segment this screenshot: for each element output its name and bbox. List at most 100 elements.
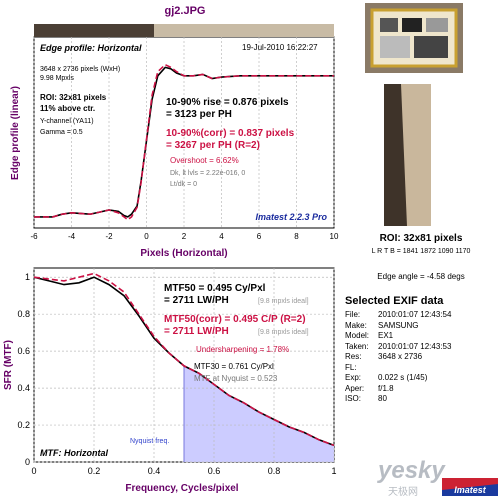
exif-key: Model:	[345, 331, 370, 340]
edge-plot-frame	[33, 36, 335, 229]
edge-xtick-label: 4	[219, 232, 224, 241]
edge-xtick-label: 2	[182, 232, 187, 241]
mtf-ytick-label: 0.4	[17, 383, 30, 393]
mtf30-text: MTF30 = 0.761 Cy/Pxl	[194, 362, 274, 371]
corr-text-1: 10-90%(corr) = 0.837 pixels	[166, 128, 295, 139]
imatest-brand: Imatest 2.2.3 Pro	[255, 212, 327, 222]
exif-row: File: 2010:01:07 12:43:54	[345, 310, 451, 319]
exif-key: Make:	[345, 320, 367, 330]
mtf50-text-2: = 2711 LW/PH	[164, 295, 229, 306]
roi-crop-image	[384, 84, 431, 226]
exif-value: 2010:01:07 12:43:53	[378, 341, 452, 351]
mtf50-text-1: MTF50 = 0.495 Cy/Pxl	[164, 283, 266, 294]
exif-key: FL:	[345, 362, 357, 372]
exif-value: f/1.8	[378, 383, 394, 393]
exif-key: Aper:	[345, 383, 365, 393]
exif-row: Exp: 0.022 s (1/45)	[345, 373, 427, 382]
rise-text-1: 10-90% rise = 0.876 pixels	[166, 97, 289, 108]
thumbnail-test-chart	[365, 3, 463, 73]
thumbnail-patch-5	[414, 36, 448, 58]
edge-roi-strip-light	[154, 24, 334, 37]
imatest-logo-stripe	[442, 478, 498, 490]
rise-text-2: = 3123 per PH	[166, 109, 232, 120]
mtf-xtick-label: 0.6	[208, 466, 221, 476]
lt-dk: Lt/dk = 0	[170, 181, 197, 188]
watermark-cn: 天极网	[388, 485, 418, 498]
mtf-xtick-label: 0.8	[268, 466, 281, 476]
edge-xtick-label: 6	[257, 232, 262, 241]
undersharpening: Undersharpening = 1.78%	[196, 345, 289, 354]
thumbnail-patch-4	[380, 36, 410, 58]
exif-key: Res:	[345, 352, 362, 361]
exif-value: 2010:01:07 12:43:54	[378, 310, 452, 319]
mtf-xtick-label: 0.2	[88, 466, 101, 476]
exif-value: EX1	[378, 331, 394, 340]
exif-title: Selected EXIF data	[345, 295, 444, 307]
exif-row: Res: 3648 x 2736	[345, 352, 422, 361]
mtf-series-corrected	[33, 272, 335, 447]
exif-value: 3648 x 2736	[378, 352, 423, 361]
image-size: 3648 x 2736 pixels (WxH)	[40, 66, 120, 73]
dk-levels: Dk, lt lvls = 2.22e-016, 0	[170, 170, 245, 177]
mtf-ytick-label: 0.8	[17, 309, 30, 319]
mtf-xtick-label: 0	[31, 466, 36, 476]
exif-value: 0.022 s (1/45)	[378, 373, 428, 382]
exif-row: Aper: f/1.8	[345, 384, 394, 393]
edge-roi-strip-dark	[34, 24, 154, 37]
watermark-yesky: yesky	[377, 457, 446, 484]
lrtb: L R T B = 1841 1872 1090 1170	[372, 248, 471, 255]
ideal-note-1: [9.8 mpxls ideal]	[258, 298, 309, 305]
roi-caption: ROI: 32x81 pixels	[380, 233, 463, 244]
thumbnail-patch-3	[426, 18, 448, 32]
edge-xtick-label: 10	[330, 232, 339, 241]
edge-title: Edge profile: Horizontal	[40, 43, 142, 53]
ideal-note-2: [9.8 mpxls ideal]	[258, 329, 309, 336]
mtf-ytick-label: 0.2	[17, 420, 30, 430]
exif-row: Make: SAMSUNG	[345, 321, 418, 330]
mtf-ytick-label: 0.6	[17, 346, 30, 356]
mpxls: 9.98 Mpxls	[40, 75, 74, 82]
edge-xtick-label: -6	[30, 232, 38, 241]
mtf-beyond-nyquist-fill	[184, 365, 334, 462]
corr-text-2: = 3267 per PH (R=2)	[166, 140, 260, 151]
imatest-logo-text: Imatest	[454, 485, 487, 495]
exif-row: FL:	[345, 363, 378, 372]
edge-profile-chart: -6 -4 -2 0 2 4 6 8 10 Edge profile: Horizontal 1…	[10, 24, 339, 259]
exif-key: File:	[345, 310, 361, 319]
edge-angle: Edge angle = -4.58 degs	[377, 272, 464, 281]
edge-date: 19-Jul-2010 16:22:27	[242, 43, 318, 52]
exif-row: Model: EX1	[345, 331, 393, 340]
nyquist-label: Nyquist freq.	[130, 438, 169, 445]
edge-ylabel: Edge profile (linear)	[10, 86, 21, 180]
mtf-xlabel: Frequency, Cycles/pixel	[125, 483, 238, 494]
mtf-ytick-label: 1	[25, 272, 30, 282]
roi-line: ROI: 32x81 pixels	[40, 93, 107, 102]
channel: Y-channel (YA11)	[40, 118, 94, 125]
mtf-nyquist-text: MTF at Nyquist = 0.523	[194, 374, 278, 383]
edge-xtick-label: -2	[105, 232, 113, 241]
edge-xtick-label: -4	[68, 232, 76, 241]
mtf50-corr-1: MTF50(corr) = 0.495 C/P (R=2)	[164, 314, 306, 325]
overshoot: Overshoot = 6.62%	[170, 156, 239, 165]
mtf50-corr-2: = 2711 LW/PH	[164, 326, 229, 337]
mtf-xtick-label: 1	[331, 466, 336, 476]
exif-key: ISO:	[345, 394, 362, 403]
mtf-title: MTF: Horizontal	[40, 448, 108, 458]
exif-value: SAMSUNG	[378, 320, 419, 330]
mtf-ylabel: SFR (MTF)	[3, 340, 14, 390]
file-title: gj2.JPG	[165, 5, 206, 17]
edge-xtick-label: 0	[144, 232, 149, 241]
thumbnail-patch-1	[380, 18, 398, 32]
exif-key: Exp:	[345, 373, 362, 382]
edge-series-corrected	[34, 63, 334, 221]
mtf-chart: 0 0.2 0.4 0.6 0.8 1 0 0.2 0.4 0.6 0.8 1 MTF50 = 0.…	[3, 267, 337, 494]
edge-xtick-label: 8	[294, 232, 299, 241]
mtf-xtick-label: 0.4	[148, 466, 161, 476]
edge-xlabel: Pixels (Horizontal)	[140, 248, 227, 259]
exif-row: ISO: 80	[345, 394, 387, 403]
exif-row: Taken: 2010:01:07 12:43:53	[345, 342, 451, 351]
gamma: Gamma = 0.5	[40, 129, 83, 136]
mtf-ytick-label: 0	[25, 457, 30, 467]
exif-key: Taken:	[345, 341, 369, 351]
